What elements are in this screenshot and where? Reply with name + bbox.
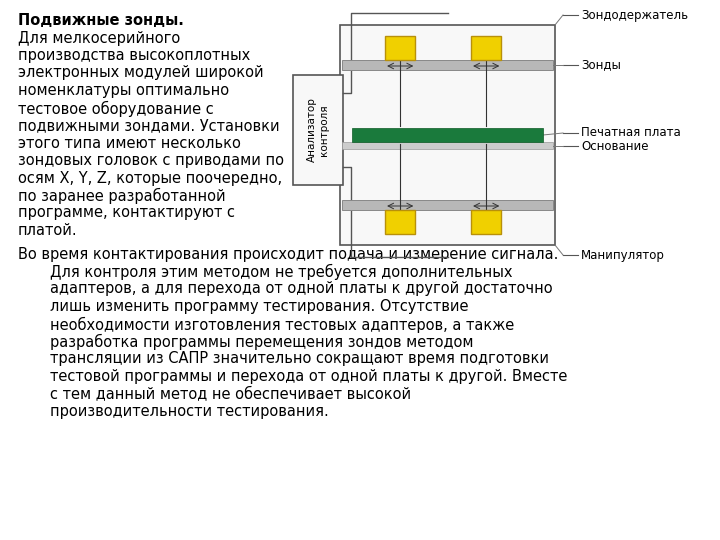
Bar bbox=[342, 60, 553, 70]
Text: производства высокоплотных: производства высокоплотных bbox=[18, 48, 251, 63]
Text: разработка программы перемещения зондов методом: разработка программы перемещения зондов … bbox=[50, 334, 474, 350]
Text: номенклатуры оптимально: номенклатуры оптимально bbox=[18, 83, 229, 98]
Text: Анализатор
контроля: Анализатор контроля bbox=[307, 98, 329, 163]
Bar bbox=[352, 128, 543, 142]
Text: программе, контактируют с: программе, контактируют с bbox=[18, 206, 235, 220]
Text: Подвижные зонды.: Подвижные зонды. bbox=[18, 13, 184, 28]
Text: Основание: Основание bbox=[581, 139, 649, 152]
Text: трансляции из САПР значительно сокращают время подготовки: трансляции из САПР значительно сокращают… bbox=[50, 352, 549, 367]
Text: Во время контактирования происходит подача и измерение сигнала.: Во время контактирования происходит пода… bbox=[18, 246, 559, 261]
Text: адаптеров, а для перехода от одной платы к другой достаточно: адаптеров, а для перехода от одной платы… bbox=[50, 281, 553, 296]
Text: Печатная плата: Печатная плата bbox=[581, 126, 680, 139]
Text: зондовых головок с приводами по: зондовых головок с приводами по bbox=[18, 153, 284, 168]
Text: платой.: платой. bbox=[18, 223, 78, 238]
Text: этого типа имеют несколько: этого типа имеют несколько bbox=[18, 136, 241, 151]
Bar bbox=[340, 25, 555, 245]
Text: Зондодержатель: Зондодержатель bbox=[581, 9, 688, 22]
Text: тестовое оборудование с: тестовое оборудование с bbox=[18, 100, 214, 117]
Text: Для мелкосерийного: Для мелкосерийного bbox=[18, 30, 180, 45]
Bar bbox=[385, 210, 415, 234]
Text: производительности тестирования.: производительности тестирования. bbox=[50, 404, 329, 419]
Bar bbox=[293, 75, 343, 185]
Bar bbox=[342, 200, 553, 210]
Text: по заранее разработанной: по заранее разработанной bbox=[18, 188, 225, 204]
Text: тестовой программы и перехода от одной платы к другой. Вместе: тестовой программы и перехода от одной п… bbox=[50, 369, 567, 384]
Text: Для контроля этим методом не требуется дополнительных: Для контроля этим методом не требуется д… bbox=[50, 264, 513, 280]
Text: подвижными зондами. Установки: подвижными зондами. Установки bbox=[18, 118, 279, 133]
Bar bbox=[471, 36, 501, 60]
Text: с тем данный метод не обеспечивает высокой: с тем данный метод не обеспечивает высок… bbox=[50, 387, 411, 402]
Text: необходимости изготовления тестовых адаптеров, а также: необходимости изготовления тестовых адап… bbox=[50, 316, 514, 333]
Text: Манипулятор: Манипулятор bbox=[581, 248, 665, 261]
Text: осям X, Y, Z, которые поочередно,: осям X, Y, Z, которые поочередно, bbox=[18, 171, 282, 186]
Text: электронных модулей широкой: электронных модулей широкой bbox=[18, 65, 264, 80]
Text: Зонды: Зонды bbox=[581, 58, 621, 71]
Bar bbox=[342, 142, 553, 149]
Bar bbox=[471, 210, 501, 234]
Text: лишь изменить программу тестирования. Отсутствие: лишь изменить программу тестирования. От… bbox=[50, 299, 469, 314]
Bar bbox=[385, 36, 415, 60]
